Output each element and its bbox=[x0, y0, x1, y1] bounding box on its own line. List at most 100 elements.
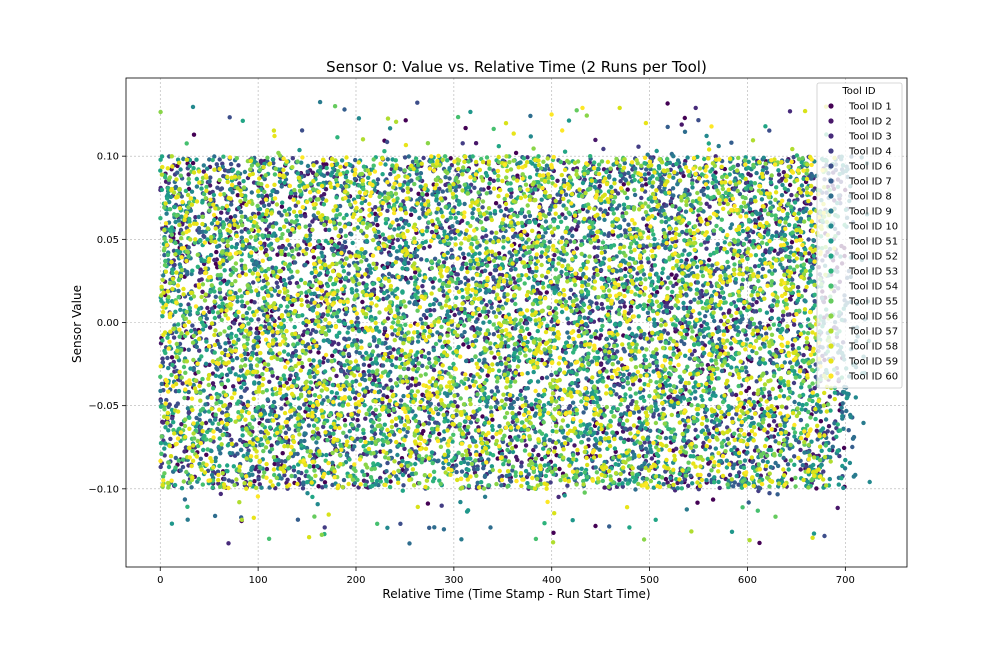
data-point bbox=[712, 318, 717, 324]
data-point bbox=[575, 451, 580, 456]
data-point bbox=[304, 299, 310, 304]
data-point bbox=[759, 216, 765, 221]
data-point bbox=[194, 184, 200, 189]
data-point bbox=[566, 321, 571, 326]
data-point bbox=[670, 186, 676, 191]
data-point bbox=[645, 310, 651, 315]
data-point bbox=[353, 396, 358, 401]
data-point bbox=[346, 336, 352, 341]
data-point bbox=[453, 188, 458, 193]
data-point bbox=[584, 376, 589, 381]
data-point bbox=[349, 232, 354, 237]
data-point bbox=[771, 419, 777, 424]
data-point bbox=[811, 238, 816, 243]
data-point bbox=[594, 301, 599, 306]
data-point bbox=[409, 471, 414, 477]
data-point bbox=[647, 440, 652, 445]
data-point bbox=[205, 305, 210, 311]
data-point bbox=[536, 452, 541, 458]
data-point bbox=[701, 334, 707, 339]
data-point bbox=[768, 465, 774, 470]
data-point bbox=[495, 362, 500, 367]
data-point bbox=[560, 235, 565, 240]
data-point bbox=[436, 411, 441, 417]
data-point bbox=[763, 248, 768, 253]
data-point bbox=[703, 314, 708, 319]
data-point bbox=[821, 469, 826, 474]
data-point bbox=[633, 487, 638, 492]
data-point bbox=[274, 342, 280, 347]
data-point bbox=[798, 252, 804, 257]
data-point bbox=[682, 341, 687, 347]
data-point bbox=[232, 321, 237, 326]
data-point bbox=[418, 171, 424, 176]
data-point bbox=[715, 242, 720, 247]
data-point bbox=[552, 252, 557, 258]
data-point bbox=[235, 193, 240, 198]
data-point bbox=[256, 469, 262, 474]
data-point bbox=[160, 356, 165, 361]
data-point bbox=[315, 464, 320, 469]
data-point bbox=[612, 383, 617, 388]
data-point bbox=[583, 321, 589, 327]
data-point bbox=[354, 288, 359, 293]
data-point bbox=[216, 481, 221, 486]
data-point bbox=[827, 394, 832, 399]
data-point bbox=[625, 187, 630, 192]
data-point bbox=[688, 473, 693, 478]
data-point bbox=[776, 172, 782, 177]
data-point bbox=[551, 530, 556, 535]
data-point bbox=[764, 331, 769, 336]
data-point bbox=[201, 163, 206, 168]
data-point bbox=[431, 367, 437, 373]
data-point bbox=[607, 173, 612, 179]
data-point bbox=[287, 376, 292, 382]
data-point bbox=[219, 210, 224, 215]
data-point bbox=[462, 201, 467, 207]
data-point bbox=[385, 261, 390, 266]
data-point bbox=[421, 428, 426, 434]
data-point bbox=[853, 395, 858, 400]
data-point bbox=[449, 247, 454, 253]
data-point bbox=[665, 101, 670, 106]
data-point bbox=[789, 240, 795, 245]
data-point bbox=[388, 252, 393, 258]
data-point bbox=[799, 183, 805, 188]
data-point bbox=[757, 320, 763, 326]
data-point bbox=[731, 465, 736, 471]
data-point bbox=[302, 431, 307, 436]
data-point bbox=[695, 280, 701, 285]
data-point bbox=[385, 316, 391, 321]
data-point bbox=[263, 247, 269, 253]
data-point bbox=[437, 431, 442, 437]
data-point bbox=[788, 360, 793, 365]
data-point bbox=[289, 414, 294, 419]
data-point bbox=[486, 185, 491, 190]
data-point bbox=[390, 332, 395, 337]
data-point bbox=[539, 456, 545, 462]
data-point bbox=[238, 209, 244, 215]
data-point bbox=[483, 436, 488, 441]
data-point bbox=[533, 444, 538, 449]
data-point bbox=[697, 295, 702, 300]
data-point bbox=[729, 346, 734, 351]
data-point bbox=[644, 244, 650, 249]
data-point bbox=[225, 169, 231, 174]
data-point bbox=[316, 350, 321, 355]
data-point bbox=[780, 182, 785, 188]
data-point bbox=[668, 199, 673, 204]
data-point bbox=[258, 429, 264, 435]
data-point bbox=[193, 215, 198, 220]
data-point bbox=[342, 417, 348, 423]
data-point bbox=[182, 449, 187, 454]
data-point bbox=[372, 431, 378, 437]
data-point bbox=[421, 312, 427, 318]
data-point bbox=[787, 109, 793, 114]
data-point bbox=[175, 170, 180, 175]
data-point bbox=[771, 298, 776, 303]
data-point bbox=[209, 472, 215, 478]
data-point bbox=[543, 219, 549, 224]
data-point bbox=[490, 417, 495, 422]
data-point bbox=[186, 172, 191, 177]
data-point bbox=[207, 183, 213, 188]
